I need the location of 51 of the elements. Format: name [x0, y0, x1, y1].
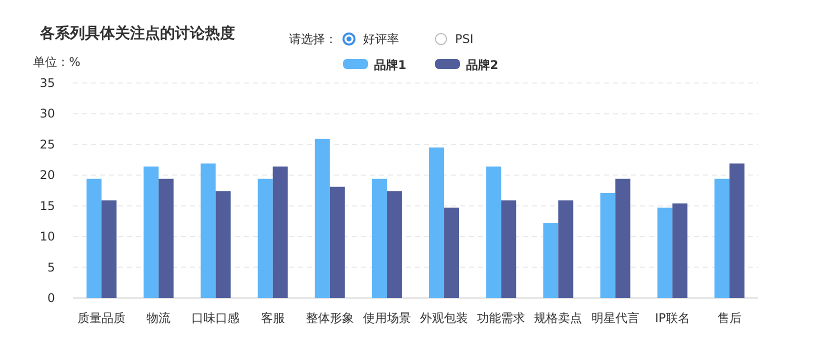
- bar: [615, 178, 630, 298]
- bar: [144, 166, 159, 298]
- y-tick-label: 10: [40, 230, 55, 244]
- bar: [258, 178, 273, 298]
- bar: [429, 148, 444, 298]
- y-tick-label: 0: [47, 291, 55, 305]
- x-tick-label: 明星代言: [591, 311, 640, 325]
- x-tick-label: IP联名: [654, 311, 690, 325]
- bar: [486, 166, 502, 298]
- bar: [200, 163, 216, 298]
- legend-label: 品牌2: [466, 58, 498, 72]
- bar: [672, 203, 688, 298]
- chart-title: 各系列具体关注点的讨论热度: [39, 24, 235, 42]
- x-tick-label: 使用场景: [362, 311, 411, 325]
- x-tick-label: 功能需求: [477, 311, 526, 325]
- bar: [158, 178, 174, 298]
- bar: [314, 138, 330, 298]
- x-tick-label: 物流: [146, 311, 171, 325]
- text: 请选择：: [289, 32, 337, 46]
- x-tick-label: 外观包装: [420, 311, 468, 325]
- y-tick-label: 20: [40, 168, 55, 182]
- x-tick-label: 质量品质: [78, 311, 126, 325]
- bar: [657, 208, 672, 298]
- bar: [86, 178, 102, 298]
- bar: [600, 192, 616, 298]
- y-tick-label: 5: [47, 260, 55, 274]
- x-tick-label: 客服: [260, 311, 285, 325]
- text: PSI: [455, 32, 474, 46]
- bar: [543, 223, 558, 298]
- legend-label: 品牌1: [374, 58, 406, 72]
- y-tick-label: 35: [40, 76, 55, 90]
- y-tick-label: 15: [40, 198, 55, 213]
- bar: [386, 191, 402, 298]
- x-tick-label: 整体形象: [306, 311, 354, 325]
- bar: [330, 186, 345, 298]
- bar: [216, 191, 231, 298]
- x-tick-label: 规格卖点: [534, 311, 582, 325]
- x-tick-label: 售后: [717, 311, 742, 325]
- bar: [444, 208, 460, 298]
- bar: [272, 166, 288, 298]
- bar: [714, 178, 730, 298]
- bar: [558, 200, 574, 298]
- bar: [729, 163, 744, 298]
- y-tick-label: 30: [40, 106, 55, 121]
- bar: [501, 200, 516, 298]
- y-tick-label: 25: [40, 137, 55, 152]
- bar: [102, 200, 117, 298]
- bar: [372, 178, 387, 298]
- y-axis-title: 单位：%: [33, 55, 80, 69]
- x-tick-label: 口味口感: [192, 311, 240, 325]
- text: 好评率: [363, 32, 399, 46]
